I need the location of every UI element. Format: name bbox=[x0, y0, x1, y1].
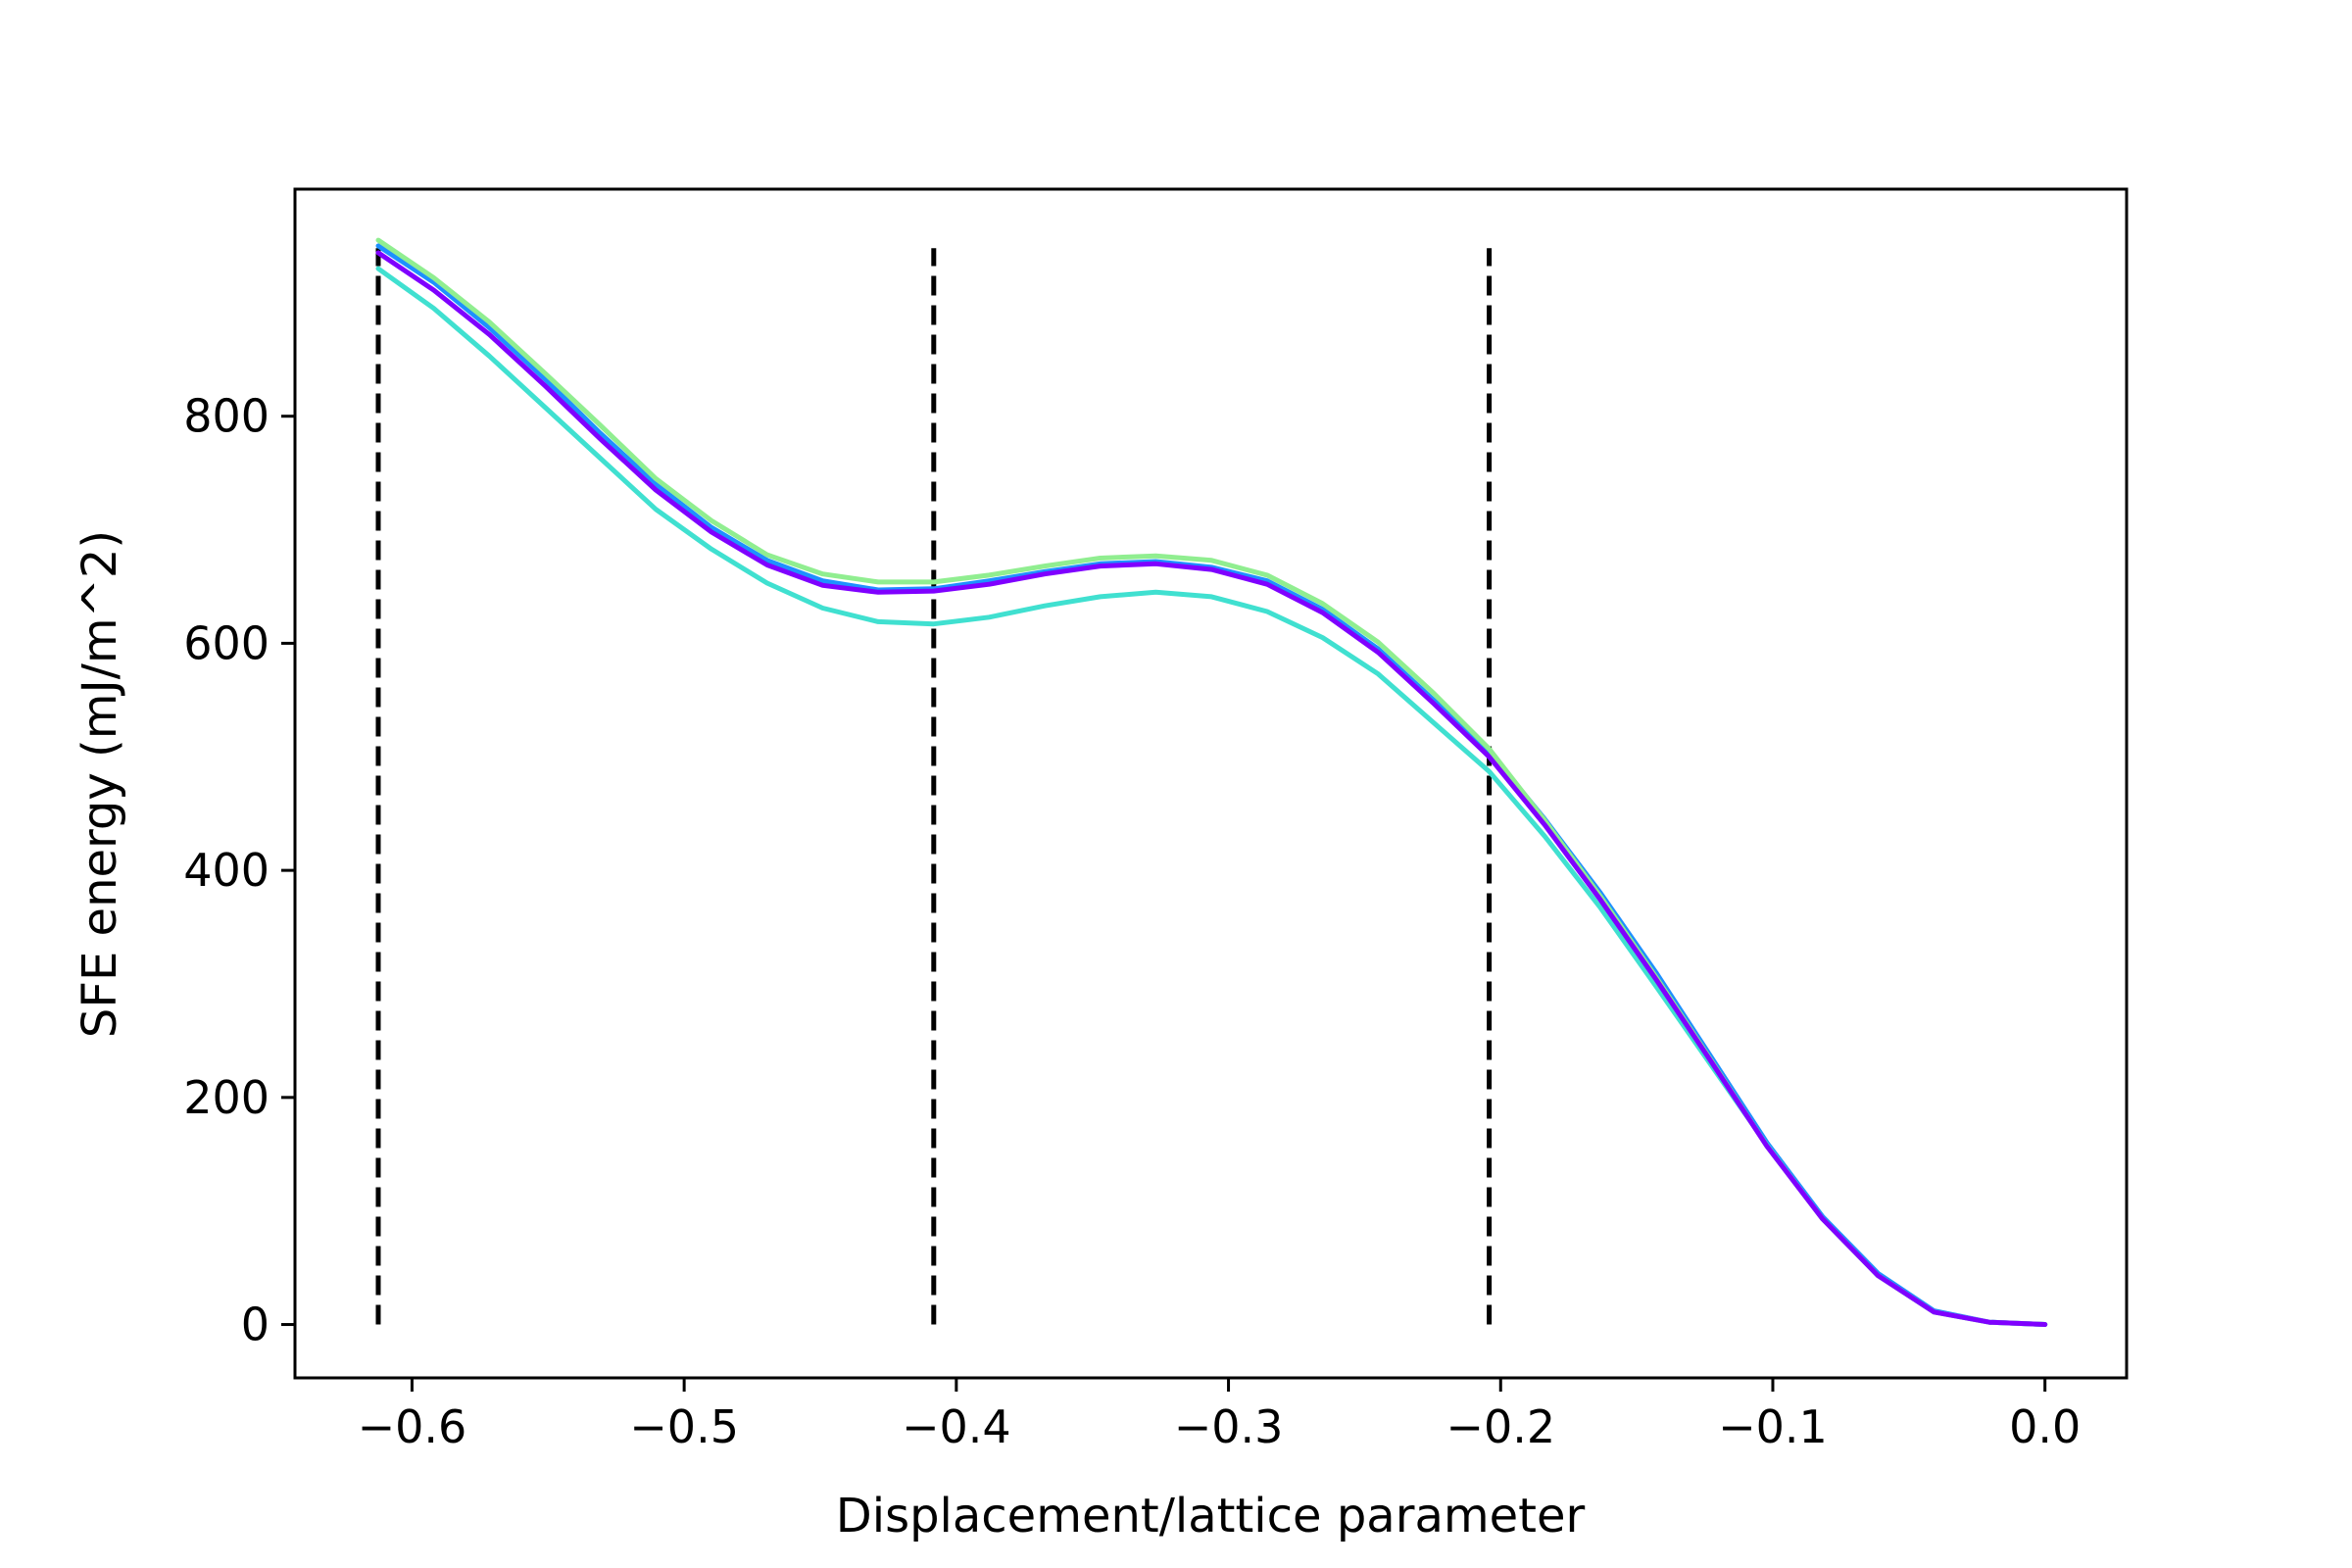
x-axis-label: Displacement/lattice parameter bbox=[836, 1489, 1586, 1544]
x-axis: −0.6 −0.5 −0.4 −0.3 −0.2 −0.1 0.0 bbox=[358, 1378, 2081, 1453]
x-tick-label: −0.1 bbox=[1718, 1400, 1828, 1453]
x-tick-label: 0.0 bbox=[2009, 1400, 2081, 1453]
plot-frame bbox=[293, 187, 2129, 1380]
y-tick-label: 800 bbox=[183, 390, 270, 443]
x-tick-label: −0.5 bbox=[629, 1400, 739, 1453]
x-tick-label: −0.2 bbox=[1446, 1400, 1555, 1453]
x-tick-label: −0.4 bbox=[902, 1400, 1011, 1453]
x-tick-label: −0.6 bbox=[358, 1400, 467, 1453]
y-tick-label: 200 bbox=[183, 1071, 270, 1124]
x-tick-label: −0.3 bbox=[1174, 1400, 1284, 1453]
y-tick-label: 400 bbox=[183, 844, 270, 897]
y-axis-label: SFE energy (mJ/m^2) bbox=[73, 530, 127, 1038]
series-lines bbox=[375, 237, 2048, 1327]
y-axis: 0 200 400 600 800 bbox=[183, 390, 295, 1351]
y-tick-label: 600 bbox=[183, 616, 270, 669]
series-line bbox=[375, 250, 2048, 1327]
y-tick-label: 0 bbox=[241, 1298, 270, 1351]
vertical-markers bbox=[375, 248, 1493, 1325]
